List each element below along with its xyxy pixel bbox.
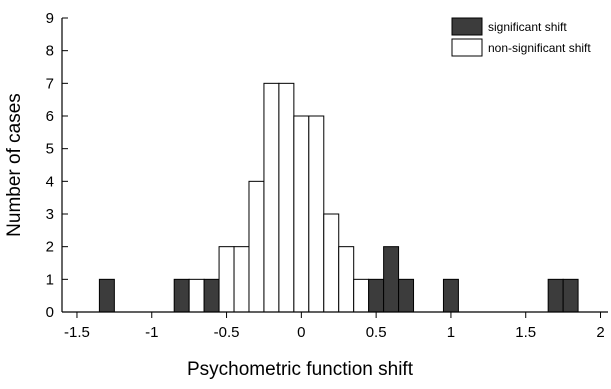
bar-non-significant bbox=[248, 180, 265, 313]
y-tick-label: 8 bbox=[46, 43, 54, 60]
bar-non-significant bbox=[293, 115, 310, 313]
bar-significant bbox=[398, 278, 415, 313]
bar-non-significant bbox=[353, 278, 370, 313]
bar-non-significant bbox=[233, 246, 250, 313]
bar-significant bbox=[383, 246, 400, 313]
bar-non-significant bbox=[278, 82, 295, 313]
y-tick-label: 2 bbox=[46, 239, 54, 256]
y-tick-label: 0 bbox=[46, 304, 54, 321]
y-tick-label: 7 bbox=[46, 75, 54, 92]
y-tick-label: 6 bbox=[46, 108, 54, 125]
y-tick-label: 9 bbox=[46, 10, 54, 27]
x-tick-label: -1 bbox=[145, 324, 158, 341]
y-tick-label: 3 bbox=[46, 206, 54, 223]
bar-significant bbox=[203, 278, 220, 313]
bar-significant bbox=[442, 278, 459, 313]
x-tick-label: 1.5 bbox=[515, 324, 536, 341]
x-axis-title: Psychometric function shift bbox=[187, 359, 414, 380]
bar-significant bbox=[562, 278, 579, 313]
bar-non-significant bbox=[188, 278, 205, 313]
bar-significant bbox=[368, 278, 385, 313]
axes-layer: 0 1 2 3 4 5 6 7 8 9 -1.5 -1 -0.5 0 0.5 1 1.5 2 bbox=[46, 10, 608, 341]
bar-non-significant bbox=[323, 213, 340, 313]
legend-label: significant shift bbox=[488, 20, 567, 34]
bar-significant bbox=[98, 278, 115, 313]
bar-non-significant bbox=[218, 246, 235, 313]
bars-layer bbox=[98, 82, 579, 313]
x-tick-label: 2 bbox=[596, 324, 604, 341]
y-axis-title: Number of cases bbox=[4, 93, 25, 237]
y-tick-label: 1 bbox=[46, 271, 54, 288]
legend-swatch-significant bbox=[451, 17, 483, 36]
bar-significant bbox=[173, 278, 190, 313]
x-tick-label: 0 bbox=[297, 324, 305, 341]
legend-label: non-significant shift bbox=[488, 41, 591, 55]
x-tick-label: 1 bbox=[447, 324, 455, 341]
x-tick-label: -0.5 bbox=[214, 324, 240, 341]
legend-swatch-non-significant bbox=[451, 38, 483, 57]
bar-non-significant bbox=[338, 246, 355, 313]
bar-non-significant bbox=[263, 82, 280, 313]
bar-significant bbox=[547, 278, 564, 313]
legend: significant shift non-significant shift bbox=[451, 17, 591, 57]
x-tick-label: 0.5 bbox=[366, 324, 387, 341]
x-tick-label: -1.5 bbox=[64, 324, 90, 341]
y-tick-label: 4 bbox=[46, 173, 54, 190]
y-tick-label: 5 bbox=[46, 141, 54, 158]
bar-non-significant bbox=[308, 115, 325, 313]
